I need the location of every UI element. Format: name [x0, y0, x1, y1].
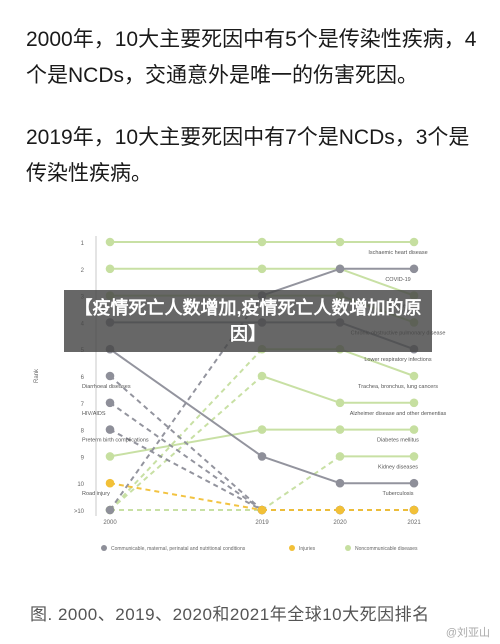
data-point — [409, 237, 419, 247]
data-point — [257, 425, 267, 434]
y-tick-label: 1 — [81, 241, 85, 247]
data-point — [335, 452, 345, 461]
legend-label: Noncommunicable diseases — [355, 546, 418, 552]
series-line — [109, 428, 263, 511]
data-point — [257, 371, 267, 381]
y-tick-label: 7 — [81, 402, 85, 408]
series-line — [261, 375, 341, 404]
series-line — [109, 348, 263, 458]
data-point — [257, 264, 267, 274]
series-line — [109, 375, 263, 511]
data-point — [335, 425, 345, 434]
right-cause-label: Kidney diseases — [378, 464, 418, 470]
data-point — [335, 398, 345, 408]
data-point — [409, 264, 419, 274]
legend-marker — [101, 545, 107, 551]
y-tick-label: 10 — [77, 482, 84, 488]
data-point — [335, 505, 345, 515]
data-point — [257, 505, 267, 515]
headline-text: 【疫情死亡人数增加,疫情死亡人数增加的原因】 — [74, 298, 422, 344]
left-cause-label: Preterm birth complications — [82, 438, 149, 444]
x-tick-label: 2021 — [407, 520, 421, 526]
series-line — [261, 455, 341, 485]
right-cause-label: Trachea, bronchus, lung cancers — [358, 384, 438, 390]
data-point — [105, 505, 115, 515]
data-point — [409, 371, 419, 381]
intro-paragraph-2000: 2000年，10大主要死因中有5个是传染性疾病，4个是NCDs，交通意外是唯一的… — [26, 28, 477, 87]
series-line — [109, 401, 263, 511]
data-point — [105, 452, 115, 461]
data-point — [105, 478, 115, 488]
data-point — [335, 478, 345, 488]
data-point — [105, 371, 115, 381]
series-line — [261, 455, 341, 511]
data-point — [335, 264, 345, 274]
legend-marker — [289, 545, 295, 551]
right-cause-label: Diabetes mellitus — [377, 438, 419, 444]
data-point — [409, 398, 419, 408]
data-point — [409, 505, 419, 515]
y-tick-label: 6 — [81, 375, 85, 381]
legend-label: Injuries — [299, 546, 316, 552]
x-tick-label: 2020 — [333, 520, 347, 526]
death-rank-chart: 12345678910>10Rank2000201920202021Diarrh… — [34, 236, 447, 552]
data-point — [257, 452, 267, 461]
y-tick-label: 8 — [81, 429, 85, 435]
data-point — [409, 425, 419, 434]
data-point — [105, 264, 115, 274]
data-point — [105, 425, 115, 434]
intro-paragraph-2019: 2019年，10大主要死因中有7个是NCDs，3个是传染性疾病。 — [26, 126, 470, 185]
headline-overlay: 【疫情死亡人数增加,疫情死亡人数增加的原因】 — [64, 290, 432, 352]
data-point — [335, 237, 345, 247]
data-point — [409, 478, 419, 488]
right-cause-label: Alzheimer disease and other dementias — [350, 411, 447, 417]
y-tick-label: 9 — [81, 455, 85, 461]
series-line — [339, 348, 415, 377]
watermark: @刘亚山 — [445, 627, 490, 639]
legend-marker — [345, 545, 351, 551]
right-cause-label: Lower respiratory infections — [364, 357, 432, 363]
right-cause-label: COVID-19 — [385, 277, 410, 283]
right-cause-label: Tuberculosis — [383, 491, 414, 497]
x-tick-label: 2019 — [255, 520, 269, 526]
left-cause-label: HIV/AIDS — [82, 411, 106, 417]
series-line — [109, 348, 263, 511]
y-axis-label: Rank — [34, 368, 40, 383]
data-point — [105, 237, 115, 247]
data-point — [257, 237, 267, 247]
y-tick-label: 2 — [81, 268, 85, 274]
left-cause-label: Road injury — [82, 491, 110, 497]
figure-caption: 图. 2000、2019、2020和2021年全球10大死因排名 — [30, 605, 430, 624]
series-line — [109, 482, 263, 511]
y-tick-label: >10 — [74, 509, 85, 515]
data-point — [409, 452, 419, 461]
right-cause-label: Ischaemic heart disease — [368, 250, 427, 256]
legend-label: Communicable, maternal, perinatal and nu… — [111, 546, 246, 552]
data-point — [105, 398, 115, 408]
left-cause-label: Diarrhoeal diseases — [82, 384, 131, 390]
x-tick-label: 2000 — [103, 520, 117, 526]
